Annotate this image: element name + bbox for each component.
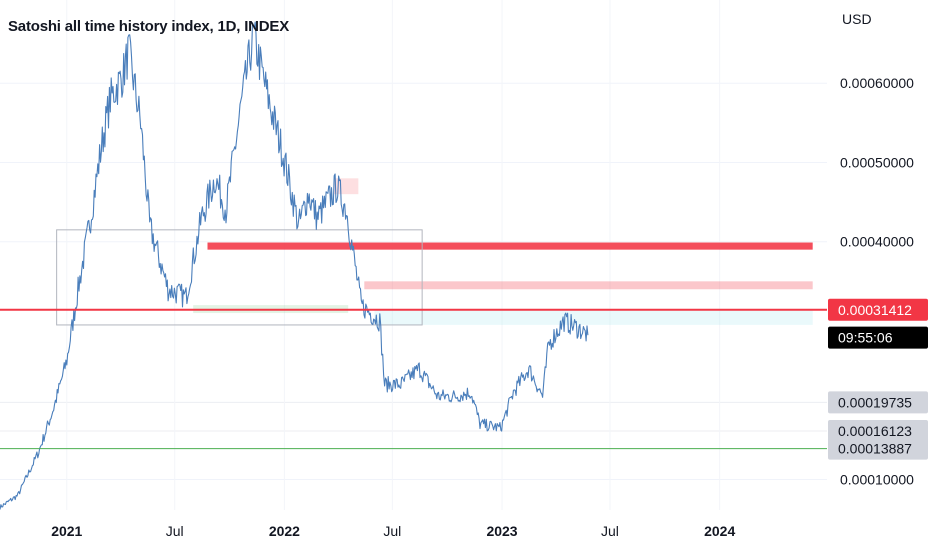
time-tick-label: Jul — [601, 523, 619, 539]
price-axis[interactable]: 0.00060000 0.00050000 0.00040000 0.00010000 — [840, 75, 914, 487]
price-tick-label: 0.00010000 — [840, 471, 914, 487]
price-badge — [828, 391, 928, 414]
currency-label: USD — [842, 11, 872, 27]
price-badge-label: 0.00019735 — [838, 394, 912, 410]
time-tick-label: 2023 — [486, 523, 517, 539]
rectangle-layer — [56, 229, 423, 326]
price-badge — [828, 298, 928, 321]
range-rectangle — [56, 229, 423, 326]
chart-title: Satoshi all time history index, 1D, INDE… — [8, 18, 290, 35]
price-badge-label: 0.00016123 — [838, 423, 912, 439]
time-tick-label: 2021 — [51, 523, 82, 539]
series-layer — [0, 21, 589, 510]
price-tick-label: 0.00040000 — [840, 234, 914, 250]
time-tick-label: 2024 — [704, 523, 735, 539]
time-tick-label: Jul — [166, 523, 184, 539]
price-badge-label: 0.00031412 — [838, 302, 912, 318]
price-badge — [828, 326, 928, 349]
price-badge — [828, 437, 928, 460]
price-series-line — [0, 21, 589, 510]
zone-box — [364, 281, 813, 290]
grid-layer — [0, 0, 827, 510]
price-tick-label: 0.00050000 — [840, 154, 914, 170]
price-badge-label: 09:55:06 — [838, 330, 893, 346]
zone-box — [374, 309, 813, 325]
time-tick-label: 2022 — [269, 523, 300, 539]
price-badge-layer: 0.00031412 09:55:06 0.00019735 0.00016123 0.… — [828, 298, 928, 460]
price-tick-label: 0.00060000 — [840, 75, 914, 91]
time-axis[interactable]: 2021 Jul 2022 Jul 2023 Jul 2024 — [51, 523, 735, 539]
zone-box — [207, 242, 813, 250]
price-badge — [828, 419, 928, 442]
horizontal-line-layer — [0, 308, 827, 450]
time-tick-label: Jul — [383, 523, 401, 539]
price-badge-label: 0.00013887 — [838, 441, 912, 457]
